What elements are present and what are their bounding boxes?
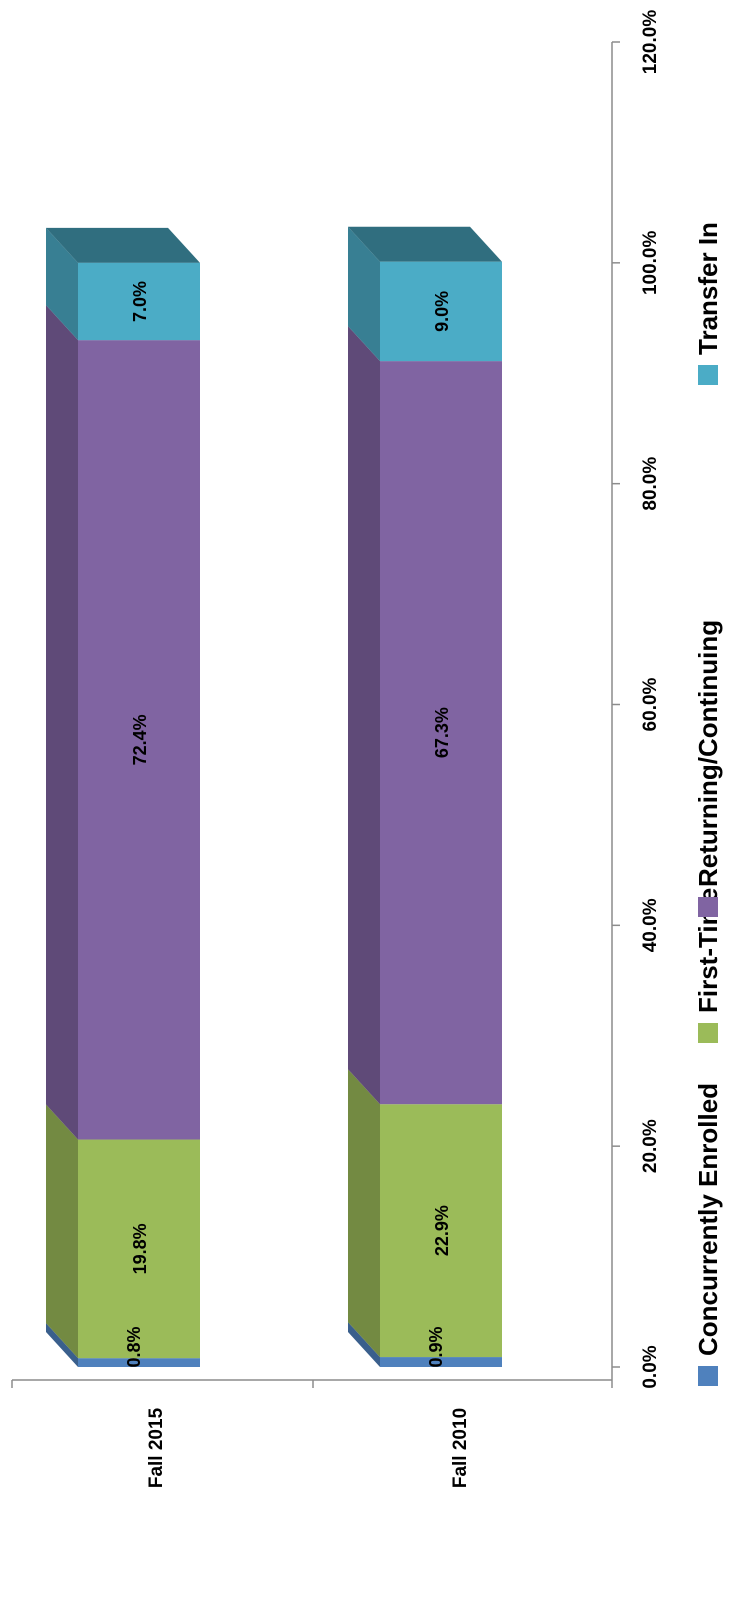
bar-segment-fall-2015-returning-continuing-side: [46, 305, 78, 1140]
bar-segment-fall-2015-transfer-in: [78, 262, 200, 341]
chart-axes: [11, 41, 620, 1388]
bar-segment-fall-2010-concurrently-enrolled: [380, 1357, 502, 1367]
bar-segment-fall-2010-first-time: [380, 1104, 502, 1358]
bar-segment-fall-2015-first-time: [78, 1139, 200, 1359]
chart-legend: Concurrently EnrolledFirst-TimeReturning…: [693, 222, 723, 1386]
value-axis-tick-label: 100.0%: [640, 231, 661, 296]
legend-swatch-returning-continuing: [698, 897, 718, 917]
data-label-fall-2010-concurrently-enrolled: 0.9%: [426, 1326, 446, 1367]
data-label-fall-2015-transfer-in: 7.0%: [130, 281, 150, 322]
data-label-fall-2010-first-time: 22.9%: [432, 1205, 452, 1256]
data-label-fall-2010-returning-continuing: 67.3%: [432, 707, 452, 758]
legend-label-transfer-in: Transfer In: [693, 222, 723, 355]
bar-segment-fall-2010-transfer-in: [380, 261, 502, 362]
category-label: Fall 2010: [450, 1408, 471, 1488]
legend-label-returning-continuing: Returning/Continuing: [693, 620, 723, 887]
chart-bars: [46, 226, 502, 1367]
value-axis-tick-label: 120.0%: [640, 10, 661, 75]
data-label-fall-2015-concurrently-enrolled: 0.8%: [124, 1326, 144, 1367]
bar-segment-fall-2010-returning-continuing: [380, 361, 502, 1105]
legend-label-concurrently-enrolled: Concurrently Enrolled: [693, 1083, 723, 1356]
value-axis-tick-label: 60.0%: [640, 677, 661, 731]
bar-segment-fall-2015-transfer-in-top: [46, 227, 200, 263]
bar-segment-fall-2010-first-time-side: [348, 1069, 380, 1358]
bar-segment-fall-2010-transfer-in-top: [348, 226, 502, 262]
category-axis-labels: Fall 2015 Fall 2010: [146, 1407, 471, 1488]
value-axis-tick-labels: 0.0% 20.0% 40.0% 60.0% 80.0% 100.0% 120.0%: [640, 10, 661, 1389]
bar-segment-fall-2010-transfer-in-side: [348, 226, 380, 362]
bar-segment-fall-2015-transfer-in-side: [46, 227, 78, 341]
data-label-fall-2015-first-time: 19.8%: [130, 1223, 150, 1274]
data-label-fall-2015-returning-continuing: 72.4%: [130, 714, 150, 765]
legend-swatch-first-time: [698, 1023, 718, 1043]
bar-segment-fall-2010-concurrently-enrolled-side: [348, 1322, 380, 1367]
category-label: Fall 2015: [146, 1407, 167, 1488]
legend-swatch-concurrently-enrolled: [698, 1366, 718, 1386]
value-axis-tick-label: 20.0%: [640, 1119, 661, 1173]
bar-segment-fall-2010-returning-continuing-side: [348, 326, 380, 1105]
data-label-fall-2010-transfer-in: 9.0%: [432, 291, 452, 332]
bar-segment-fall-2015-first-time-side: [46, 1104, 78, 1359]
bar-segment-fall-2015-concurrently-enrolled-side: [46, 1323, 78, 1367]
legend-swatch-transfer-in: [698, 365, 718, 385]
bar-segment-fall-2015-returning-continuing: [78, 340, 200, 1140]
value-axis-tick-label: 40.0%: [640, 898, 661, 952]
chart-data-labels: 0.8% 19.8% 72.4% 7.0% 0.9% 22.9% 67.3% 9.0%: [124, 281, 452, 1368]
value-axis-tick-label: 0.0%: [640, 1345, 661, 1388]
value-axis-tick-label: 80.0%: [640, 457, 661, 511]
bar-segment-fall-2015-concurrently-enrolled: [78, 1358, 200, 1367]
